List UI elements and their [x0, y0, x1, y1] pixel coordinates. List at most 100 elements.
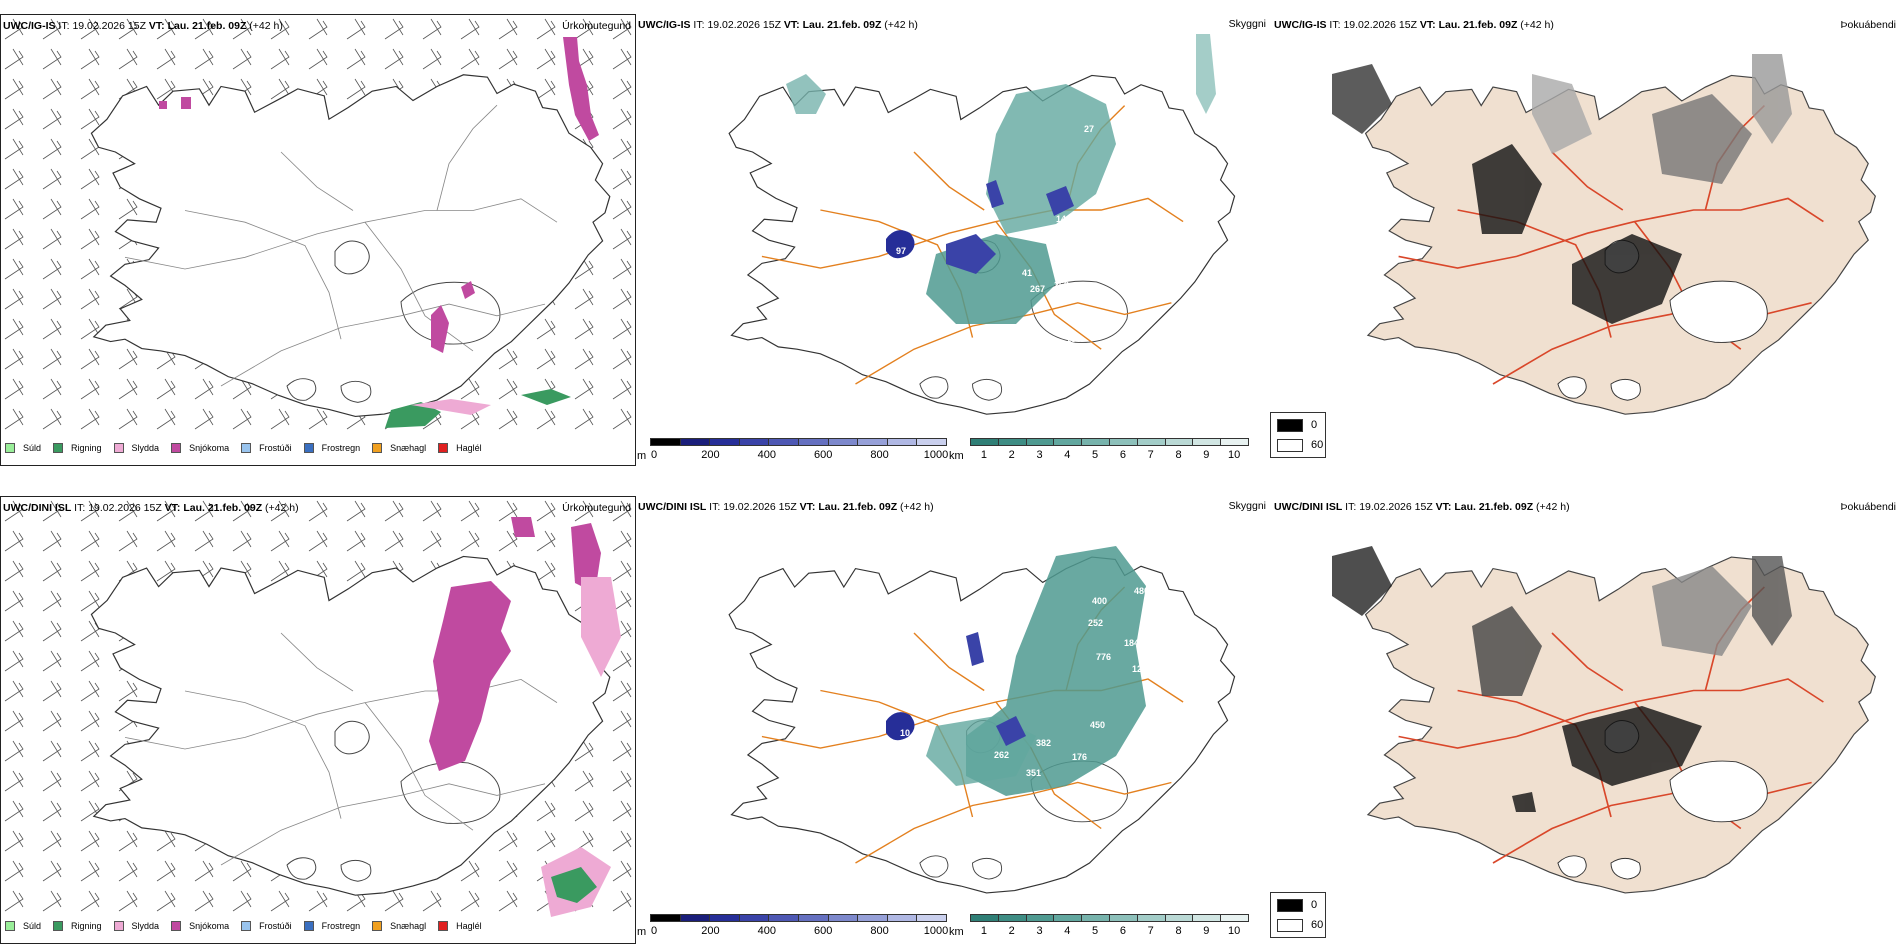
vis-value: 184	[1124, 638, 1139, 648]
colorbar-tick-label: 1000	[923, 925, 949, 937]
precip-legend-bottom: Súld Rigning Slydda Snjókoma Frostúði Fr…	[5, 921, 494, 931]
colorbar-tick-label: 10	[1227, 925, 1241, 937]
precip-legend-top: Súld Rigning Slydda Snjókoma Frostúði Fr…	[5, 443, 494, 453]
colorbar-segment	[886, 438, 918, 446]
colorbar-segment	[650, 438, 681, 446]
colorbar-tick-label: 4	[1064, 449, 1071, 461]
colorbar-tick-label: 5	[1092, 449, 1099, 461]
colorbar-tick-label: 10	[1227, 449, 1241, 461]
vis-value: 450	[1090, 720, 1105, 730]
colorbar-unit: m	[637, 926, 647, 938]
colorbar-segment	[1053, 914, 1083, 922]
colorbar-tick-label: 5	[1092, 925, 1099, 937]
vis-value: 122	[1132, 664, 1147, 674]
colorbar-segment	[970, 438, 999, 446]
legend-item: Súld	[5, 443, 41, 453]
colorbar-segment	[1220, 914, 1249, 922]
legend-swatch	[241, 921, 252, 931]
vis-value: 269	[1054, 280, 1069, 290]
colorbar-segment	[709, 914, 740, 922]
vis-value: 160	[1066, 310, 1081, 320]
panel-field-name: Skyggni	[1228, 500, 1266, 512]
visibility-panel-top: 97 27 10 14 41 267 269 165 160 136 UWC/I…	[636, 14, 1272, 466]
fog-shading	[1332, 54, 1792, 324]
fog-map-bottom	[1332, 546, 1876, 894]
legend-item: Frostregn	[303, 443, 360, 453]
legend-item: Haglél	[438, 921, 482, 931]
panel-title: UWC/DINI ISL IT: 19.02.2026 15Z VT: Lau.…	[638, 501, 934, 513]
colorbar-tick-label: 800	[870, 449, 889, 461]
colorbar-segment	[1025, 914, 1055, 922]
legend-swatch	[171, 443, 182, 453]
sleet-rain-areas	[541, 577, 621, 917]
visibility-labels: 97 27 10 14 41 267 269 165 160 136	[896, 118, 1134, 344]
rain-sleet-areas	[385, 389, 571, 428]
colorbar-unit: km	[949, 926, 964, 938]
colorbar-m: m 0 200 400 600 800 1000	[636, 914, 949, 944]
precip-type-panel-top: UWC/IG-IS IT: 19.02.2026 15Z VT: Lau. 21…	[0, 14, 636, 466]
colorbar-segment	[916, 914, 947, 922]
colorbar-tick-label: 3	[1036, 449, 1043, 461]
colorbar-segment	[768, 438, 799, 446]
colorbar-segment	[827, 914, 859, 922]
colorbar-tick-label: 8	[1175, 925, 1182, 937]
colorbar-tick-label: 2	[1008, 925, 1015, 937]
legend-item: Slydda	[113, 921, 159, 931]
fog-swatch-black	[1277, 419, 1303, 432]
panel-field-name: Þokuábendi	[1840, 501, 1896, 513]
panel-title: UWC/IG-IS IT: 19.02.2026 15Z VT: Lau. 21…	[1274, 19, 1554, 31]
colorbar-segment	[738, 438, 770, 446]
panel-title: UWC/DINI ISL IT: 19.02.2026 15Z VT: Lau.…	[1274, 501, 1570, 513]
colorbar-tick-label: 0	[650, 925, 658, 937]
vis-value: 10	[900, 728, 910, 738]
legend-swatch	[438, 443, 449, 453]
colorbar-segment	[997, 438, 1027, 446]
colorbar-tick-label: 4	[1064, 925, 1071, 937]
colorbar-tick-label: 800	[870, 925, 889, 937]
colorbar-segment	[768, 914, 799, 922]
colorbar-km: km 1 2 3 4 5 6 7 8 9 10	[948, 914, 1254, 944]
colorbar-tick-label: 200	[701, 925, 720, 937]
vis-value: 267	[1030, 284, 1045, 294]
colorbar-segment	[970, 914, 999, 922]
colorbar-segment	[827, 438, 859, 446]
fog-swatch-white	[1277, 439, 1303, 452]
fog-shading	[1332, 546, 1792, 812]
legend-swatch	[303, 921, 314, 931]
panel-title: UWC/IG-IS IT: 19.02.2026 15Z VT: Lau. 21…	[638, 19, 918, 31]
vis-value: 351	[1026, 768, 1041, 778]
colorbar-segment	[798, 438, 829, 446]
fog-scale-label: 0	[1311, 899, 1318, 911]
colorbar-tick-label: 8	[1175, 449, 1182, 461]
colorbar-tick-label: 0	[650, 449, 658, 461]
legend-item: Rigning	[53, 443, 102, 453]
fog-panel-top: UWC/IG-IS IT: 19.02.2026 15Z VT: Lau. 21…	[1272, 14, 1900, 466]
vis-value: 252	[1088, 618, 1103, 628]
colorbar-tick-label: 1000	[923, 449, 949, 461]
fog-scale-bottom: 0 60	[1270, 892, 1326, 938]
legend-item: Súld	[5, 921, 41, 931]
colorbar-tick-label: 600	[814, 449, 833, 461]
colorbar-tick-label: 3	[1036, 925, 1043, 937]
colorbar-segment	[857, 914, 888, 922]
colorbar-tick-label: 400	[757, 449, 776, 461]
vis-value: 136	[1066, 334, 1081, 344]
fog-map-top	[1332, 54, 1876, 415]
panel-title: UWC/DINI ISL IT: 19.02.2026 15Z VT: Lau.…	[3, 502, 299, 514]
legend-item: Snjókoma	[171, 921, 229, 931]
colorbar-segment	[1025, 438, 1055, 446]
vis-value: 12	[932, 864, 942, 874]
colorbar-segment	[886, 914, 918, 922]
legend-swatch	[171, 921, 182, 931]
vis-value: 400	[1092, 596, 1107, 606]
fog-scale-label: 60	[1311, 919, 1324, 931]
colorbar-segment	[1136, 438, 1166, 446]
vis-value: 41	[1022, 268, 1032, 278]
colorbar-segment	[738, 914, 770, 922]
fog-scale-label: 0	[1311, 419, 1318, 431]
legend-swatch	[53, 443, 64, 453]
colorbar-tick-label: 2	[1008, 449, 1015, 461]
legend-swatch	[113, 921, 124, 931]
colorbar-segment	[1192, 438, 1222, 446]
panel-field-name: Úrkomutegund	[562, 20, 631, 32]
